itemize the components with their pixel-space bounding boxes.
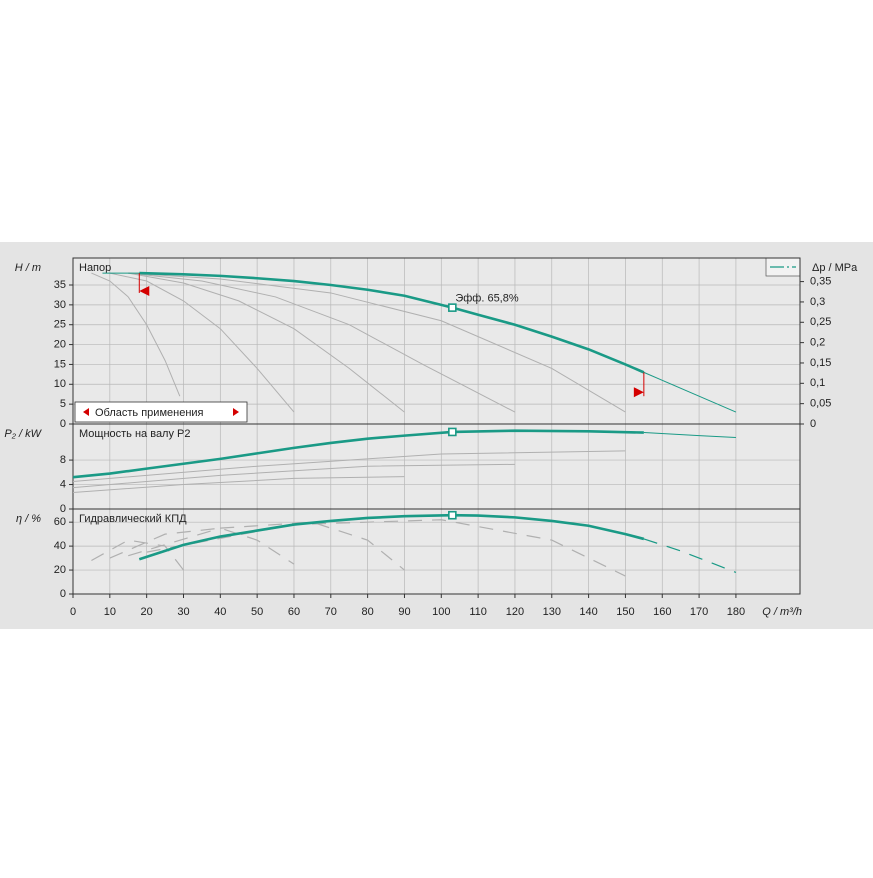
y-tick-label: 5 [60,398,66,410]
x-tick-label: 130 [543,606,561,618]
x-tick-label: 120 [506,606,524,618]
x-tick-label: 90 [398,606,410,618]
range-limit-marker [139,285,150,296]
x-tick-label: 10 [104,606,116,618]
y2-tick-label: 0,25 [810,316,831,328]
y2-tick-label: 0 [810,418,816,430]
x-tick-label: 140 [579,606,597,618]
x-tick-label: 70 [325,606,337,618]
y-axis-label: P₂ / kW [4,428,42,440]
y-axis-label: η / % [16,513,41,525]
x-tick-label: 160 [653,606,671,618]
curve [109,272,295,413]
y-tick-label: 25 [54,319,66,331]
x-tick-label: 50 [251,606,263,618]
x-tick-label: 20 [141,606,153,618]
y-tick-label: 30 [54,299,66,311]
range-limit-marker [633,387,644,398]
y-tick-label: 20 [54,564,66,576]
y-tick-label: 0 [60,588,66,600]
y2-tick-label: 0,2 [810,337,825,349]
x-tick-label: 60 [288,606,300,618]
plot-area [73,258,800,594]
curve [643,432,736,438]
x-tick-label: 30 [177,606,189,618]
x-tick-label: 150 [616,606,634,618]
y-axis-label: H / m [15,262,41,274]
curve [109,527,295,565]
y-tick-label: 0 [60,503,66,515]
curve [128,272,626,413]
y2-tick-label: 0,3 [810,296,825,308]
y-tick-label: 4 [60,478,66,490]
curve [138,513,645,561]
x-tick-label: 0 [70,606,76,618]
panel-title: Напор [79,262,111,274]
y-tick-label: 60 [54,516,66,528]
legend [765,257,801,277]
operating-point [448,427,457,437]
curve [72,429,644,479]
panel-title: Гидравлический КПД [79,513,187,525]
y2-tick-label: 0,35 [810,276,831,288]
y2-tick-label: 0,05 [810,398,831,410]
range-arrow [83,408,89,416]
x-tick-label: 40 [214,606,226,618]
curve [643,371,737,413]
y2-axis-label: Δp / MPa [812,262,858,274]
y2-tick-label: 0,15 [810,357,831,369]
y-tick-label: 8 [60,454,66,466]
y-tick-label: 40 [54,540,66,552]
panel-title: Мощность на валу P2 [79,428,191,440]
y-tick-label: 10 [54,378,66,390]
y-tick-label: 0 [60,418,66,430]
curve [643,538,737,574]
curve [72,476,405,493]
curve [139,271,645,374]
curve [91,539,184,571]
x-axis-label: Q / m³/h [762,606,802,618]
range-label: Область применения [95,407,204,419]
curve [91,272,181,397]
y-tick-label: 15 [54,358,66,370]
x-tick-label: 180 [727,606,745,618]
x-tick-label: 110 [469,606,487,618]
curve [128,272,405,413]
x-tick-label: 170 [690,606,708,618]
curve [72,450,626,482]
range-arrow [233,408,239,416]
operating-point [448,303,457,312]
y-tick-label: 35 [54,279,66,291]
operating-point-label: Эфф. 65,8% [455,293,519,305]
x-tick-label: 100 [432,606,450,618]
curve [128,272,516,413]
operating-point [448,510,457,520]
range-box [74,401,248,423]
y2-tick-label: 0,1 [810,377,825,389]
curve [72,463,515,489]
x-tick-label: 80 [362,606,374,618]
panel-frame [72,508,801,595]
y-tick-label: 20 [54,338,66,350]
